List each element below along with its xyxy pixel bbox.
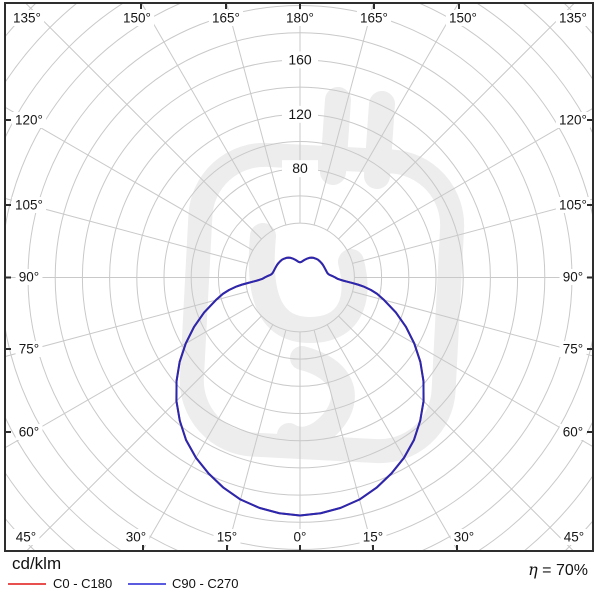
angle-label: 180° xyxy=(286,11,314,26)
angle-label: 0° xyxy=(294,530,307,545)
angle-label-mask xyxy=(445,10,481,26)
radial-label: 160 xyxy=(288,51,312,67)
angle-label-mask xyxy=(450,529,478,545)
angle-label-mask xyxy=(15,269,43,285)
angle-label: 75° xyxy=(19,342,39,357)
grid-spoke xyxy=(352,198,593,264)
legend-label-c0-c180: C0 - C180 xyxy=(53,576,113,591)
angle-label: 105° xyxy=(15,198,43,213)
angle-label: 120° xyxy=(559,113,587,128)
eta-symbol: η xyxy=(528,560,538,579)
grid-spoke xyxy=(313,329,374,551)
angle-label-mask xyxy=(122,529,150,545)
intensity-curves xyxy=(175,256,425,517)
angle-label: 15° xyxy=(217,530,237,545)
radial-label: 80 xyxy=(292,160,308,176)
angle-label: 165° xyxy=(212,11,240,26)
angle-label: 165° xyxy=(360,11,388,26)
grid-spoke xyxy=(326,3,460,231)
grid-spoke xyxy=(346,304,593,448)
angle-label-mask xyxy=(12,529,40,545)
angle-label: 90° xyxy=(563,270,583,285)
angle-label-mask xyxy=(213,529,241,545)
legend-label-c90-c270: C90 - C270 xyxy=(172,576,239,591)
angle-label: 90° xyxy=(19,270,39,285)
angle-label-mask xyxy=(282,10,318,26)
angle-label-mask xyxy=(555,112,591,128)
angle-label-mask xyxy=(15,341,43,357)
grid-spoke xyxy=(5,304,254,449)
grid-spoke xyxy=(5,197,248,264)
watermark-logo xyxy=(179,87,465,464)
grid-spoke xyxy=(225,3,287,226)
angle-label: 15° xyxy=(363,530,383,545)
grid-spoke xyxy=(25,315,262,551)
polar-chart: 80 120 160 135° 150° 165° 180° 165° 150° 135° 120… xyxy=(4,2,594,552)
angle-label: 45° xyxy=(16,530,36,545)
angle-label-mask xyxy=(11,112,47,128)
legend-swatch-c90-c270 xyxy=(128,583,166,585)
angle-label: 105° xyxy=(559,198,587,213)
angle-label-mask xyxy=(560,529,588,545)
angle-label: 60° xyxy=(563,425,583,440)
angle-label: 150° xyxy=(123,11,151,26)
grid-spoke xyxy=(5,291,248,358)
angle-label: 135° xyxy=(559,11,587,26)
grid-spoke xyxy=(140,3,274,231)
angle-label: 45° xyxy=(564,530,584,545)
angle-label: 135° xyxy=(13,11,41,26)
angle-label-mask xyxy=(208,10,244,26)
grid-spoke xyxy=(313,3,375,226)
angle-label-mask xyxy=(9,10,45,26)
angle-label-mask xyxy=(356,10,392,26)
unit-label: cd/klm xyxy=(12,554,62,573)
curve-c90-c270 xyxy=(175,256,425,517)
grid-spoke xyxy=(352,291,593,357)
angle-label-mask xyxy=(555,197,591,213)
angle-axis-labels: 135° 150° 165° 180° 165° 150° 135° 120° 105° 90° 7… xyxy=(9,10,591,545)
angle-label: 30° xyxy=(454,530,474,545)
angle-label-mask xyxy=(359,529,387,545)
angle-label: 120° xyxy=(15,113,43,128)
grid-spoke xyxy=(326,324,459,551)
angle-label-mask xyxy=(559,341,587,357)
angle-label-mask xyxy=(559,424,587,440)
efficiency-label: η = 70% xyxy=(528,560,588,580)
angle-label: 60° xyxy=(19,425,39,440)
eta-value: = 70% xyxy=(537,562,588,579)
angle-label-mask xyxy=(119,10,155,26)
angle-label-mask xyxy=(15,424,43,440)
radial-label-mask xyxy=(282,51,318,69)
radial-axis-labels: 80 120 160 xyxy=(282,51,318,178)
angle-label: 30° xyxy=(126,530,146,545)
angle-label-mask xyxy=(290,529,310,545)
radial-label-mask xyxy=(282,105,318,123)
legend-swatch-c0-c180 xyxy=(8,583,46,585)
grid-spoke xyxy=(226,329,287,551)
angle-label-mask xyxy=(555,10,591,26)
radial-label: 120 xyxy=(288,106,312,122)
radial-label-mask xyxy=(282,160,318,178)
plot-border xyxy=(4,2,594,552)
grid-spoke xyxy=(338,315,575,551)
angle-label: 75° xyxy=(563,342,583,357)
grid-spoke xyxy=(5,106,254,251)
angle-label: 150° xyxy=(449,11,477,26)
grid-spoke xyxy=(346,107,593,251)
grid-spoke xyxy=(141,324,274,551)
angle-label-mask xyxy=(559,269,587,285)
polar-grid xyxy=(5,3,593,551)
angle-label-mask xyxy=(11,197,47,213)
